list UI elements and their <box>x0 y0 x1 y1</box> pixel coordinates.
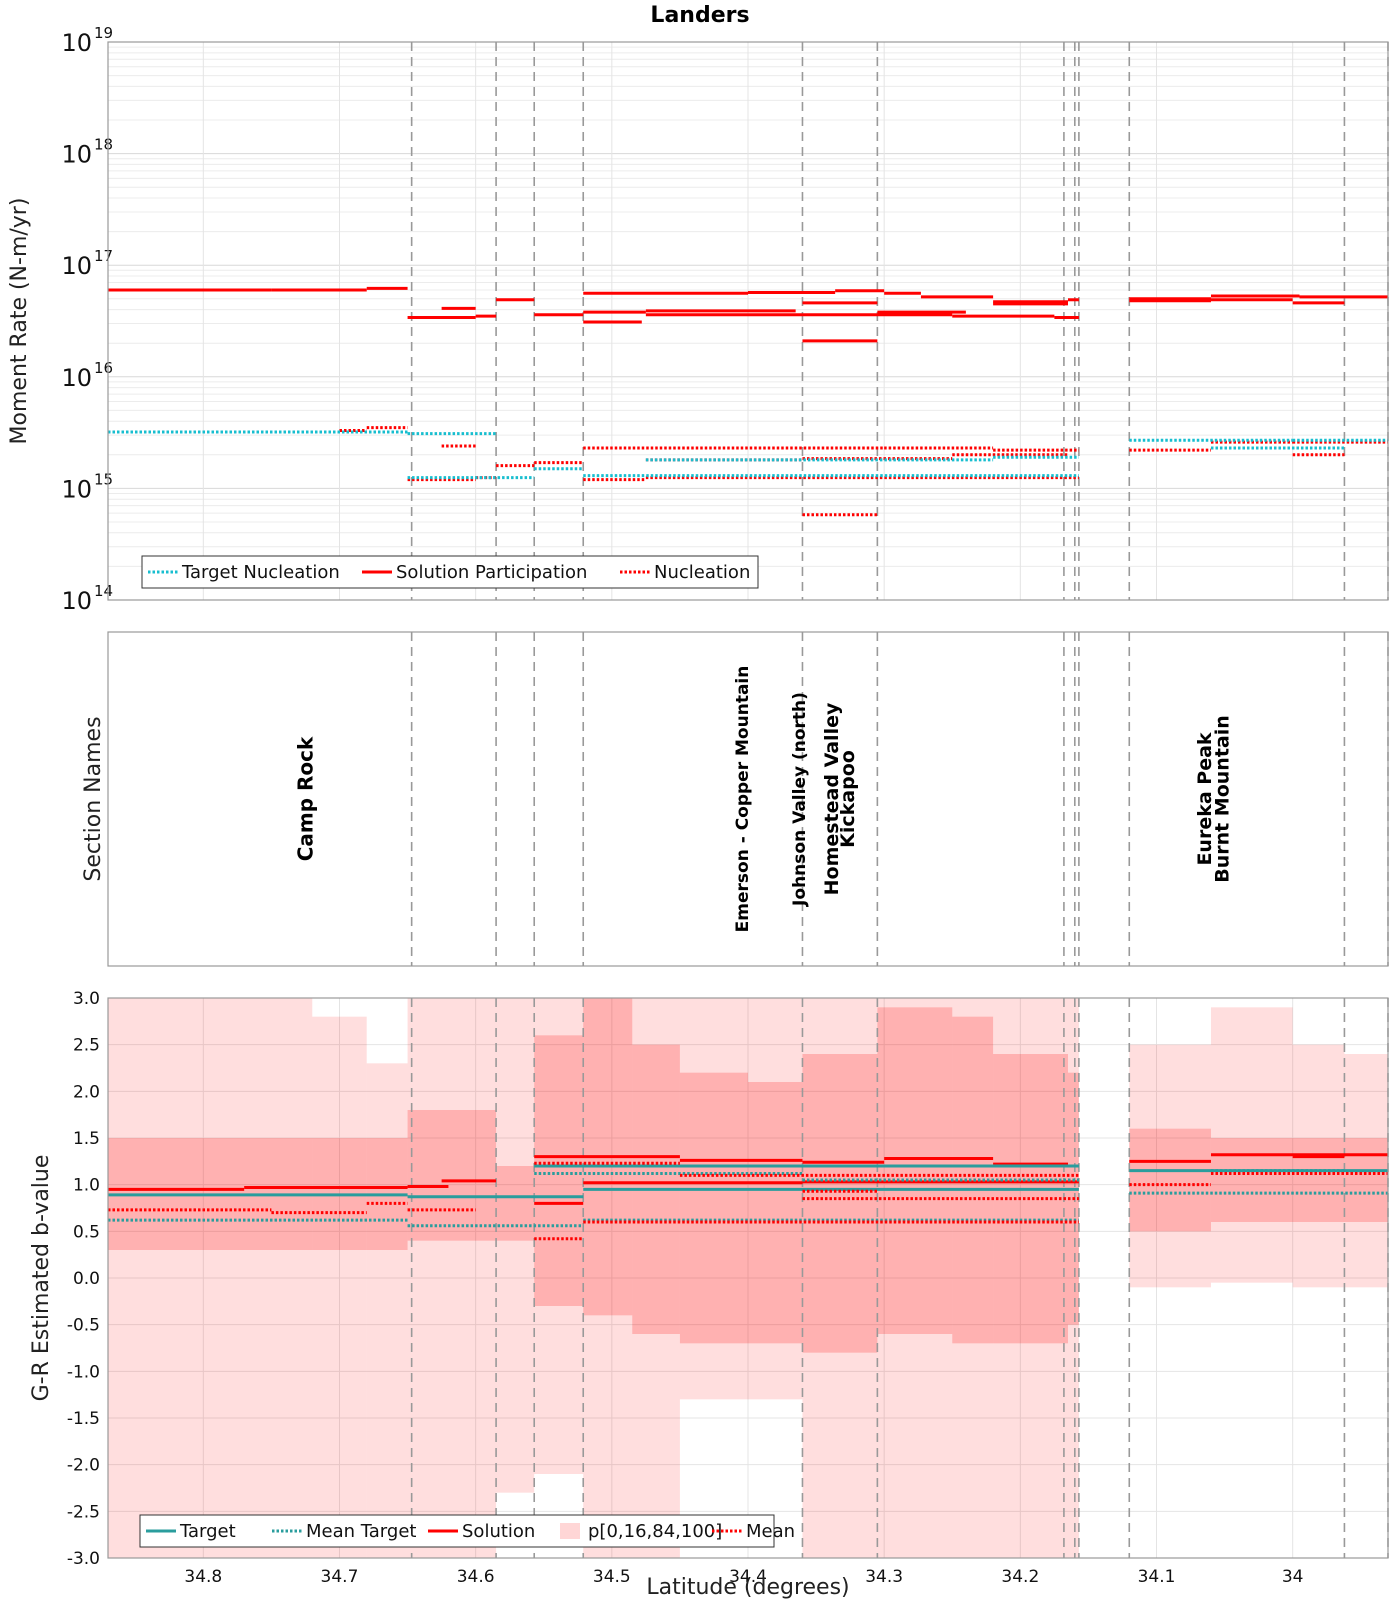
bvalue-percentile-band-outer <box>802 998 878 1558</box>
bvalue-percentile-band-outer <box>583 998 633 1558</box>
moment-y-tick-label: 10 <box>61 29 92 57</box>
bvalue-percentile-band-outer <box>1068 998 1079 1558</box>
moment-y-tick-exponent: 14 <box>94 582 113 600</box>
bvalue-legend-label: Target <box>179 1521 236 1542</box>
moment-legend-box <box>141 555 759 589</box>
moment-y-tick-exponent: 18 <box>94 136 113 154</box>
bvalue-y-tick-label: -3.0 <box>67 1549 100 1569</box>
bvalue-percentile-band-outer <box>366 1063 408 1558</box>
bvalue-percentile-band-inner <box>802 1054 878 1353</box>
bvalue-x-tick-label: 34.8 <box>184 1567 222 1587</box>
moment-legend-label: Target Nucleation <box>181 562 340 583</box>
bvalue-percentile-band-inner <box>1344 1138 1388 1222</box>
bvalue-percentile-band-outer <box>534 998 584 1474</box>
bvalue-y-tick-label: 0.5 <box>73 1222 100 1242</box>
section-name-label: Homestead Valley <box>821 702 843 895</box>
bvalue-y-tick-label: 0.0 <box>73 1269 100 1289</box>
bvalue-y-tick-label: -1.0 <box>67 1362 100 1382</box>
bvalue-frame <box>107 997 1389 1559</box>
bvalue-percentile-band-inner <box>1210 1138 1293 1222</box>
bvalue-x-tick-label: 34.3 <box>865 1567 903 1587</box>
bvalue-percentile-band-inner <box>1292 1138 1345 1222</box>
section-name-label: Camp Rock <box>293 736 317 861</box>
moment-y-tick-label: 10 <box>61 364 92 392</box>
bvalue-percentile-band-outer <box>1210 1007 1293 1283</box>
bvalue-percentile-band-outer <box>679 998 748 1400</box>
sections-y-axis-label: Section Names <box>81 716 106 881</box>
bvalue-percentile-band-outer <box>1292 1044 1345 1288</box>
bvalue-percentile-band-outer <box>877 998 953 1558</box>
bvalue-percentile-band-inner <box>748 1082 803 1344</box>
section-names-panel: Section Names Camp Rock Emerson - Copper M… <box>81 631 1389 967</box>
moment-y-tick-label: 10 <box>61 475 92 503</box>
bvalue-legend-label: p[0,16,84,100] <box>588 1521 722 1542</box>
bvalue-x-tick-label: 34.1 <box>1138 1567 1176 1587</box>
bvalue-percentile-band-outer <box>312 1016 367 1558</box>
moment-y-tick-label: 10 <box>61 587 92 615</box>
bvalue-y-tick-label: -1.5 <box>67 1409 100 1429</box>
moment-legend-label: Solution Participation <box>396 562 587 583</box>
moment-frame <box>107 41 1389 601</box>
bvalue-x-tick-label: 34.7 <box>321 1567 359 1587</box>
section-name-label: Burnt Mountain <box>1212 715 1234 883</box>
bvalue-percentile-band-outer <box>993 998 1068 1558</box>
bvalue-y-tick-label: 3.0 <box>73 989 100 1009</box>
bvalue-y-tick-label: 2.0 <box>73 1082 100 1102</box>
bvalue-percentile-band-outer <box>748 998 803 1400</box>
bvalue-percentile-band-outer <box>632 998 680 1558</box>
bvalue-percentile-band-outer <box>407 998 497 1558</box>
bvalue-percentile-band-outer <box>496 998 535 1493</box>
sections-frame <box>107 631 1389 967</box>
bvalue-percentile-band-inner <box>407 1110 497 1241</box>
moment-y-axis-label: Moment Rate (N-m/yr) <box>7 198 32 445</box>
bvalue-percentile-band-inner <box>679 1072 748 1344</box>
bvalue-y-tick-label: 1.5 <box>73 1129 100 1149</box>
section-name-label: Kickapoo <box>837 750 859 848</box>
section-name-label: Johnson Valley (north) <box>790 692 810 907</box>
section-name-label: Eureka Peak <box>1194 732 1216 865</box>
x-axis-label: Latitude (degrees) <box>646 1575 849 1600</box>
sections-background <box>108 632 1388 966</box>
bvalue-y-tick-label: -0.5 <box>67 1316 100 1336</box>
chart-title: Landers <box>650 3 749 28</box>
bvalue-y-tick-label: 1.0 <box>73 1176 100 1196</box>
bvalue-percentile-band-inner <box>1129 1128 1211 1232</box>
bvalue-legend-label: Mean <box>746 1521 795 1542</box>
bvalue-legend-swatch <box>560 1523 580 1539</box>
section-name-label: Emerson - Copper Mountain <box>733 666 753 933</box>
bvalue-legend-label: Mean Target <box>306 1521 416 1542</box>
bvalue-x-tick-label: 34.2 <box>1001 1567 1039 1587</box>
bvalue-percentile-band-inner <box>877 1007 953 1334</box>
moment-legend-label: Nucleation <box>654 562 750 583</box>
bvalue-percentile-band-inner <box>952 1016 994 1344</box>
moment-y-tick-label: 10 <box>61 252 92 280</box>
bvalue-percentile-band-inner <box>496 1166 535 1241</box>
bvalue-x-tick-label: 34.4 <box>729 1567 767 1587</box>
bvalue-legend-label: Solution <box>462 1521 535 1542</box>
b-value-panel: 3.0 2.5 2.0 1.5 1.0 0.5 0.0 -0.5 -1.0 -1.5 -2.0 -2.… <box>29 989 1389 1600</box>
moment-y-tick-exponent: 17 <box>94 247 113 265</box>
bvalue-y-tick-label: -2.5 <box>67 1502 100 1522</box>
bvalue-percentile-band-outer <box>1129 1044 1211 1288</box>
moment-y-tick-exponent: 19 <box>94 24 113 42</box>
bvalue-x-tick-label: 34 <box>1282 1567 1304 1587</box>
bvalue-percentile-band-outer <box>952 998 994 1558</box>
bvalue-x-tick-label: 34.5 <box>593 1567 631 1587</box>
bvalue-x-tick-label: 34.6 <box>457 1567 495 1587</box>
bvalue-y-axis-label: G-R Estimated b-value <box>29 1155 54 1402</box>
bvalue-y-tick-label: 2.5 <box>73 1036 100 1056</box>
bvalue-y-tick-label: -2.0 <box>67 1456 100 1476</box>
bvalue-percentile-band-outer <box>108 998 313 1558</box>
moment-y-tick-exponent: 15 <box>94 470 113 488</box>
moment-y-tick-exponent: 16 <box>94 359 113 377</box>
moment-y-tick-label: 10 <box>61 141 92 169</box>
bvalue-percentile-band-inner <box>534 1035 584 1306</box>
